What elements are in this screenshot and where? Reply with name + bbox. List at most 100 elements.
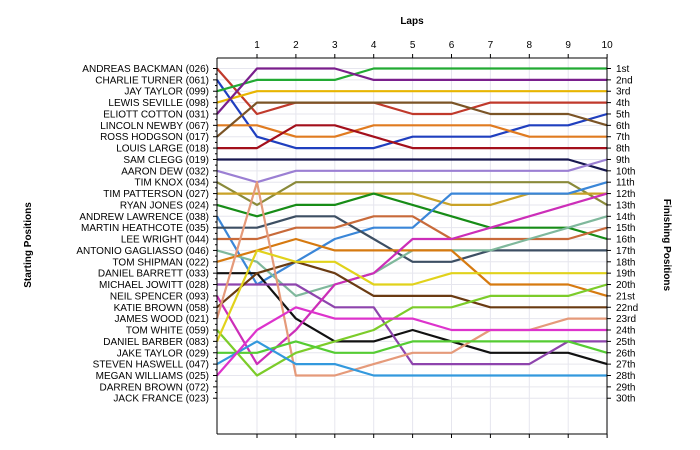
series-line-25 <box>215 249 608 342</box>
series-line-14 <box>216 181 608 286</box>
finishing-label: 19th <box>616 269 635 280</box>
axis-layer <box>216 57 608 435</box>
series-line-19 <box>217 272 608 366</box>
starting-label: TIM KNOX (034) <box>135 178 209 189</box>
finishing-label: 16th <box>616 235 635 246</box>
x-tick-label: 10 <box>602 40 614 51</box>
x-tick-label: 6 <box>449 40 455 51</box>
finishing-label: 28th <box>616 371 635 382</box>
starting-label: DARREN BROWN (072) <box>100 382 209 393</box>
x-tick-label: 3 <box>332 40 338 51</box>
series-line-7 <box>216 101 608 138</box>
finishing-label: 10th <box>616 166 635 177</box>
series-line-23 <box>215 181 608 377</box>
starting-label: TOM WHITE (059) <box>126 326 209 337</box>
finishing-label: 23rd <box>616 314 636 325</box>
starting-label: ANDREAS BACKMAN (026) <box>82 64 209 75</box>
starting-label: CHARLIE TURNER (061) <box>95 75 209 86</box>
series-line-10 <box>216 158 608 184</box>
series-line-27 <box>216 340 608 377</box>
starting-label: ELIOTT COTTON (031) <box>103 109 209 120</box>
series-line-3 <box>216 67 608 93</box>
series-line-28 <box>216 306 608 377</box>
starting-label: LOUIS LARGE (018) <box>116 144 209 155</box>
starting-label: KATIE BROWN (058) <box>114 303 209 314</box>
labels-layer: 1 2 3 4 5 6 7 8 9 10 ANDREAS BACKMAN (026)CHARLIE … <box>76 40 638 405</box>
finishing-label: 24th <box>616 326 635 337</box>
starting-label: ANTONIO GAGLIASSO (046) <box>76 246 209 257</box>
series-line-16 <box>217 215 608 241</box>
x-tick-label: 8 <box>527 40 533 51</box>
finishing-label: 7th <box>616 132 630 143</box>
series-line-13 <box>216 192 608 241</box>
starting-label: TIM PATTERSON (027) <box>103 189 209 200</box>
finishing-label: 2nd <box>616 75 633 86</box>
finishing-label: 17th <box>616 246 635 257</box>
starting-label: ANDREW LAWRENCE (038) <box>79 212 209 223</box>
series-line-9 <box>217 158 608 172</box>
x-tick-label: 1 <box>254 40 260 51</box>
x-tick-label: 5 <box>410 40 416 51</box>
starting-label: ROSS HODGSON (017) <box>100 132 209 143</box>
series-line-24 <box>216 283 608 377</box>
starting-label: RYAN JONES (024) <box>120 200 209 211</box>
finishing-label: 30th <box>616 394 635 405</box>
finishing-label: 9th <box>616 155 630 166</box>
left-axis-title: Starting Positions <box>23 202 34 288</box>
x-tick-label: 4 <box>371 40 377 51</box>
starting-label: STEVEN HASWELL (047) <box>93 360 209 371</box>
finishing-label: 26th <box>616 348 635 359</box>
finishing-label: 8th <box>616 144 630 155</box>
series-line-11 <box>216 181 608 206</box>
finishing-label: 6th <box>616 121 630 132</box>
finishing-label: 14th <box>616 212 635 223</box>
series-line-22 <box>216 260 608 309</box>
starting-label: LINCOLN NEWBY (067) <box>100 121 209 132</box>
starting-label: TOM SHIPMAN (022) <box>113 257 210 268</box>
starting-label: MEGAN WILLIAMS (025) <box>96 371 209 382</box>
finishing-label: 25th <box>616 337 635 348</box>
finishing-label: 18th <box>616 257 635 268</box>
series-line-6 <box>217 124 608 138</box>
starting-label: JAMES WOOD (021) <box>115 314 209 325</box>
starting-label: LEE WRIGHT (044) <box>121 235 209 246</box>
finishing-label: 13th <box>616 200 635 211</box>
x-tick-label: 9 <box>565 40 571 51</box>
starting-label: JAKE TAYLOR (029) <box>117 348 209 359</box>
finishing-label: 4th <box>616 98 630 109</box>
x-tick-label: 2 <box>293 40 299 51</box>
starting-label: JAY TAYLOR (099) <box>124 87 209 98</box>
starting-label: MICHAEL JOWITT (028) <box>99 280 209 291</box>
series-line-4 <box>216 90 608 104</box>
starting-label: LEWIS SEVILLE (098) <box>108 98 209 109</box>
finishing-label: 5th <box>616 109 630 120</box>
series-layer <box>215 67 608 377</box>
finishing-label: 21st <box>616 291 635 302</box>
series-line-8 <box>217 124 608 150</box>
finishing-label: 29th <box>616 382 635 393</box>
series-line-18 <box>216 237 608 297</box>
finishing-label: 11th <box>616 178 635 189</box>
finishing-label: 22nd <box>616 303 638 314</box>
ticks-layer <box>213 54 611 438</box>
starting-label: MARTIN HEATHCOTE (035) <box>81 223 209 234</box>
starting-label: DANIEL BARBER (083) <box>103 337 209 348</box>
series-line-5 <box>216 67 608 115</box>
series-line-26 <box>217 340 608 354</box>
finishing-label: 27th <box>616 360 635 371</box>
starting-label: DANIEL BARRETT (033) <box>98 269 209 280</box>
series-line-2 <box>216 79 608 150</box>
series-line-21 <box>216 192 608 366</box>
finishing-label: 20th <box>616 280 635 291</box>
starting-label: AARON DEW (032) <box>121 166 209 177</box>
series-line-1 <box>216 67 608 116</box>
starting-label: NEIL SPENCER (093) <box>110 291 209 302</box>
finishing-label: 15th <box>616 223 635 234</box>
finishing-label: 1st <box>616 64 630 75</box>
finishing-label: 3rd <box>616 87 630 98</box>
finishing-label: 12th <box>616 189 635 200</box>
series-line-20 <box>217 283 608 366</box>
starting-label: SAM CLEGG (019) <box>123 155 209 166</box>
